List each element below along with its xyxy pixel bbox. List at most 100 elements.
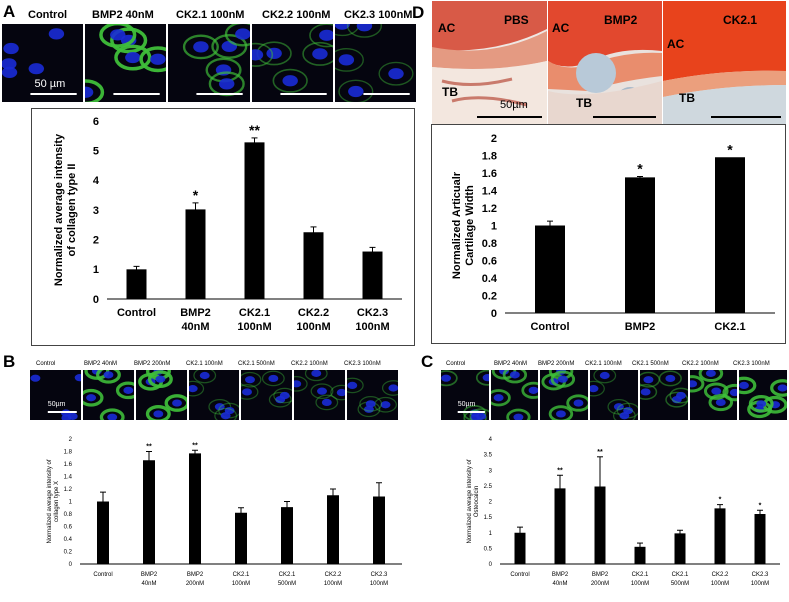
zone-label-ac: AC [667, 37, 685, 51]
y-tick-label: 0.8 [64, 512, 73, 518]
bar [362, 251, 383, 299]
y-tick-label: 0 [93, 294, 99, 306]
strip-label: CK2.3 100nM [344, 9, 413, 21]
micrograph-image [590, 370, 638, 420]
bar [754, 514, 766, 564]
bar [514, 532, 526, 564]
category-label: 200nM [186, 581, 204, 587]
category-label: CK2.1 [233, 572, 250, 578]
category-label: BMP2 [592, 572, 609, 578]
significance-marker: ** [249, 122, 260, 138]
chart-a-frame: 0 1 2 3 4 5 6 Control * BMP2 40nM ** CK2.1 100nM CK2.2… [31, 108, 415, 346]
zone-label-tb: TB [679, 91, 695, 105]
category-label: 100nM [711, 581, 729, 587]
image-title-bmp2: BMP2 [604, 13, 638, 27]
histology-pbs: AC TB PBS 50µm [432, 1, 547, 124]
micrograph-image [135, 370, 187, 420]
micrograph-image [739, 370, 787, 420]
micrograph-image [82, 370, 134, 420]
strip-label: BMP2 40nM [92, 9, 154, 21]
error-bar [133, 265, 140, 273]
chart-c: 00.511.522.533.54Control**BMP240nM**BMP2… [467, 437, 780, 587]
bar [714, 508, 726, 564]
category-label: CK2.1 [239, 307, 270, 319]
error-bar [192, 202, 199, 216]
micrograph-image: 50µm [30, 370, 81, 420]
strip-label: BMP2 40nM [84, 361, 118, 367]
chart-b: 0 0.2 0.4 0.6 0.8 1 1.2 1.4 1.6 1.8 2 Control ** BMP2… [47, 437, 402, 587]
error-bar [284, 501, 290, 513]
bar [674, 533, 686, 564]
y-tick-label: 1.5 [484, 515, 493, 521]
category-label: 500nM [278, 581, 296, 587]
panel-letter-b: B [3, 352, 16, 371]
zone-label-tb: TB [576, 96, 592, 110]
error-bar [238, 507, 244, 518]
significance-marker: ** [557, 467, 563, 474]
category-label: 500nM [671, 581, 689, 587]
image-title-ck21: CK2.1 [723, 13, 758, 27]
strip-label: CK2.1 500nM [632, 361, 669, 367]
y-tick-label: 0 [491, 308, 497, 320]
scale-label: 50 µm [34, 78, 66, 90]
category-label: CK2.1 [632, 572, 649, 578]
error-bar [369, 246, 376, 256]
y-tick-label: 1.8 [64, 450, 73, 456]
significance-marker: ** [146, 444, 152, 451]
y-tick-label: 3 [489, 468, 493, 474]
histology-bmp2: AC TB BMP2 [548, 1, 662, 124]
error-bar [637, 176, 643, 179]
category-label: CK2.3 [371, 572, 388, 578]
bar [235, 512, 247, 564]
bar [594, 486, 606, 564]
micrograph-image [334, 24, 416, 102]
histology-ck21-image [663, 1, 786, 124]
error-bar [597, 456, 603, 517]
y-tick-label: 1.4 [64, 475, 73, 481]
y-tick-label: 1.2 [64, 487, 73, 493]
y-tick-label: 4 [93, 175, 100, 187]
category-label: CK2.3 [357, 307, 388, 319]
category-label: CK2.1 [672, 572, 689, 578]
strip-label: CK2.2 100nM [262, 9, 331, 21]
micrograph-image [639, 370, 688, 420]
error-bar [517, 526, 523, 539]
y-tick-label: 1.4 [482, 185, 498, 197]
micrograph-strip-b: 50µm [30, 370, 398, 420]
error-bar [757, 509, 763, 518]
bar [535, 225, 565, 313]
y-tick-label: 1 [489, 531, 493, 537]
error-bar [557, 474, 563, 502]
y-tick-label: 0 [489, 562, 493, 568]
chart-a: 0 1 2 3 4 5 6 Control * BMP2 40nM ** CK2.1 100nM CK2.2… [53, 116, 402, 333]
significance-marker: * [759, 502, 762, 509]
strip-label: BMP2 40nM [494, 361, 528, 367]
y-tick-label: 0.8 [482, 238, 497, 250]
chart-d: 0 0.2 0.4 0.6 0.8 1 1.2 1.4 1.6 1.8 2 Control * BMP2 *… [451, 133, 775, 333]
strip-label: CK2.2 100nM [291, 361, 328, 367]
panel-letter-c: C [421, 352, 434, 371]
micrograph-image [294, 370, 346, 420]
y-tick-label: 0.6 [64, 525, 73, 531]
error-bar [376, 482, 382, 511]
micrograph-image [241, 370, 293, 420]
bar [634, 546, 646, 564]
zone-label-ac: AC [552, 21, 570, 35]
y-axis-label: Normalized ArticualrCartilage Width [451, 171, 476, 279]
category-label: 100nM [232, 581, 250, 587]
zone-label-tb: TB [442, 85, 458, 99]
scale-label: 50µm [457, 401, 476, 408]
y-tick-label: 1.2 [482, 203, 497, 215]
micrograph-strip-c: 50µm [441, 370, 787, 420]
significance-marker: * [719, 497, 722, 504]
category-label: BMP2 [141, 572, 158, 578]
y-tick-label: 1 [69, 500, 73, 506]
significance-marker: * [727, 141, 733, 157]
strip-label: CK2.2 100nM [682, 361, 719, 367]
category-label: Control [117, 307, 156, 319]
significance-marker: * [637, 161, 643, 177]
error-bar [547, 220, 553, 230]
error-bar [330, 488, 336, 502]
y-tick-label: 1.6 [482, 168, 497, 180]
strip-label: Control [446, 361, 466, 367]
